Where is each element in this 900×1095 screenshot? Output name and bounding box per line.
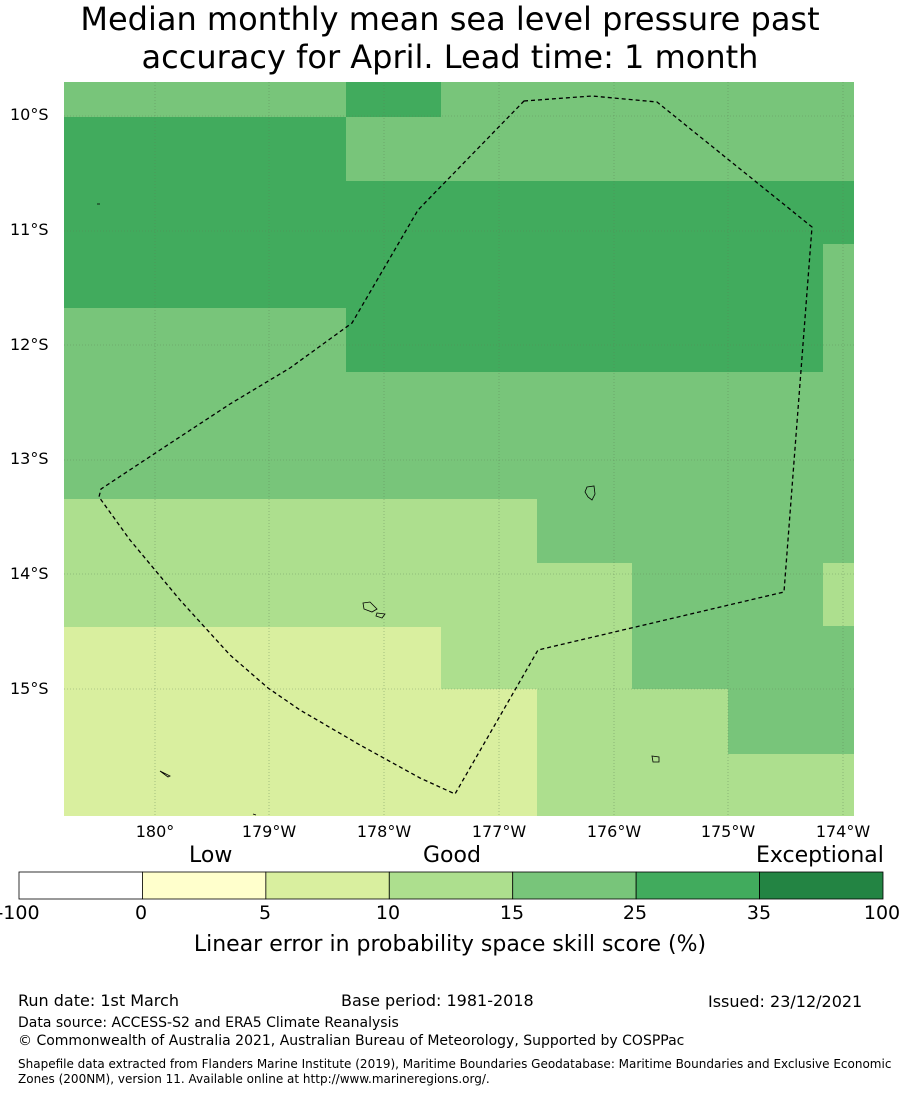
lat-label-13s: 13°S	[10, 449, 49, 468]
title-line-1: Median monthly mean sea level pressure p…	[80, 0, 820, 38]
colorbar-tick: 35	[746, 902, 772, 924]
colorbar-bin	[512, 871, 637, 900]
colorbar-bin	[142, 871, 267, 900]
data-source: Data source: ACCESS-S2 and ERA5 Climate …	[18, 1015, 399, 1031]
issued-date: Issued: 23/12/2021	[708, 992, 863, 1011]
lat-label-14s: 14°S	[10, 564, 49, 583]
region-5-10-a	[64, 627, 441, 816]
colorbar-tick: 5	[258, 902, 272, 924]
colorbar-tick: -100	[0, 902, 40, 924]
region-25-35-center	[346, 244, 823, 372]
colorbar-tick: 15	[499, 902, 525, 924]
region-25-35-band	[346, 181, 854, 244]
skill-grid	[64, 82, 854, 816]
region-10-15-e	[537, 689, 728, 816]
region-25-35-left	[64, 117, 346, 308]
region-10-15-b	[537, 563, 632, 627]
colorbar-tick: 0	[134, 902, 148, 924]
colorbar-title: Linear error in probability space skill …	[193, 932, 707, 957]
colorbar-tick: 100	[863, 902, 900, 924]
lat-label-12s: 12°S	[10, 335, 49, 354]
lat-label-11s: 11°S	[10, 220, 49, 239]
legend-category-low: Low	[189, 843, 233, 868]
colorbar-bin	[265, 871, 390, 900]
region-5-10-b	[441, 689, 537, 816]
island-outlines	[97, 203, 660, 816]
region-10-15-c	[823, 563, 854, 626]
base-period: Base period: 1981-2018	[341, 991, 534, 1010]
colorbar-bin	[759, 871, 884, 900]
lon-label-175w: 175°W	[700, 822, 756, 841]
chart-title: Median monthly mean sea level pressure p…	[0, 0, 900, 76]
lon-label-179w: 179°W	[241, 822, 297, 841]
title-line-2: accuracy for April. Lead time: 1 month	[141, 38, 759, 76]
colorbar-tick: 25	[622, 902, 648, 924]
colorbar-bin	[388, 871, 514, 900]
cell-25-35	[346, 82, 441, 117]
region-10-15-f	[728, 754, 854, 816]
copyright: © Commonwealth of Australia 2021, Austra…	[18, 1033, 685, 1049]
legend-category-exceptional: Exceptional	[756, 843, 884, 868]
lon-label-180: 180°	[135, 822, 175, 841]
region-10-15-d	[441, 627, 632, 689]
eez-boundary	[98, 95, 813, 795]
colorbar-bin	[635, 871, 760, 900]
lat-label-10s: 10°S	[10, 105, 49, 124]
legend-category-good: Good	[423, 843, 481, 868]
run-date: Run date: 1st March	[18, 991, 179, 1010]
lat-label-15s: 15°S	[10, 679, 49, 698]
colorbar-bin	[18, 871, 143, 900]
graticule	[64, 82, 854, 816]
lon-label-178w: 178°W	[356, 822, 412, 841]
colorbar	[18, 871, 884, 900]
lon-label-174w: 174°W	[815, 822, 871, 841]
lon-label-176w: 176°W	[586, 822, 642, 841]
colorbar-tick: 10	[375, 902, 401, 924]
region-10-15-a	[64, 499, 537, 627]
shapefile-credit: Shapefile data extracted from Flanders M…	[18, 1057, 892, 1086]
lon-label-177w: 177°W	[471, 822, 527, 841]
